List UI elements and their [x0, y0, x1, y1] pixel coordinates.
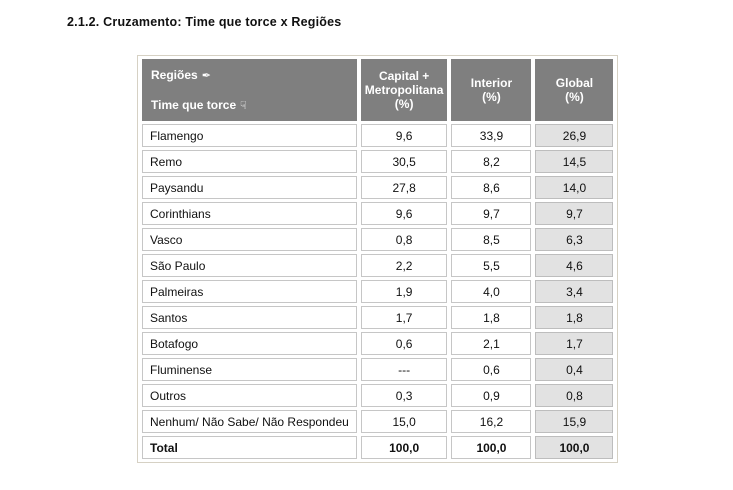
column-header-unit: (%) [565, 90, 584, 104]
column-header-text: Global [555, 76, 594, 90]
table-row: Outros 0,3 0,9 0,8 [142, 384, 614, 407]
column-header-unit: (%) [394, 97, 414, 111]
interior-value: 0,9 [451, 384, 532, 407]
row-variable-text: Time que torce [151, 98, 237, 112]
global-value: 14,5 [535, 150, 614, 173]
table-row: Botafogo 0,6 2,1 1,7 [142, 332, 614, 355]
table-row: Palmeiras 1,9 4,0 3,4 [142, 280, 614, 303]
interior-value: 8,5 [451, 228, 532, 251]
team-label: Fluminense [142, 358, 357, 381]
team-label: Vasco [142, 228, 357, 251]
table-row: Nenhum/ Não Sabe/ Não Respondeu 15,0 16,… [142, 410, 614, 433]
global-value: 3,4 [535, 280, 614, 303]
column-header-global: Global (%) [535, 59, 614, 121]
total-interior-value: 100,0 [451, 436, 532, 459]
column-header-unit: (%) [482, 90, 501, 104]
total-row: Total 100,0 100,0 100,0 [142, 436, 614, 459]
table-row: Fluminense --- 0,6 0,4 [142, 358, 614, 381]
interior-value: 4,0 [451, 280, 532, 303]
team-label: Remo [142, 150, 357, 173]
interior-value: 5,5 [451, 254, 532, 277]
interior-value: 0,6 [451, 358, 532, 381]
interior-value: 16,2 [451, 410, 532, 433]
crosstab-table: Regiões ✒ Time que torce ☟ Capital + Metro… [137, 55, 619, 463]
interior-value: 9,7 [451, 202, 532, 225]
global-value: 4,6 [535, 254, 614, 277]
interior-value: 8,6 [451, 176, 532, 199]
column-header-text: Interior [470, 76, 513, 90]
column-header-text: Capital + Metropolitana [364, 69, 444, 97]
table-row: Flamengo 9,6 33,9 26,9 [142, 124, 614, 147]
capital-value: 30,5 [360, 150, 448, 173]
crosstab-corner-header: Regiões ✒ Time que torce ☟ [142, 59, 357, 121]
team-label: São Paulo [142, 254, 357, 277]
global-value: 1,8 [535, 306, 614, 329]
team-label: Flamengo [142, 124, 357, 147]
row-variable-label: Time que torce ☟ [151, 98, 348, 112]
capital-value: 15,0 [360, 410, 448, 433]
column-variable-text: Regiões [151, 68, 198, 82]
team-label: Nenhum/ Não Sabe/ Não Respondeu [142, 410, 357, 433]
capital-value: 1,7 [360, 306, 448, 329]
capital-value: --- [360, 358, 448, 381]
total-label: Total [142, 436, 357, 459]
total-capital-value: 100,0 [360, 436, 448, 459]
global-value: 14,0 [535, 176, 614, 199]
pen-right-icon: ✒ [201, 70, 211, 82]
global-value: 15,9 [535, 410, 614, 433]
team-label: Outros [142, 384, 357, 407]
interior-value: 1,8 [451, 306, 532, 329]
down-pointing-hand-icon: ☟ [240, 100, 247, 112]
table-row: Santos 1,7 1,8 1,8 [142, 306, 614, 329]
team-label: Palmeiras [142, 280, 357, 303]
table-row: Vasco 0,8 8,5 6,3 [142, 228, 614, 251]
table-row: Corinthians 9,6 9,7 9,7 [142, 202, 614, 225]
table-row: Paysandu 27,8 8,6 14,0 [142, 176, 614, 199]
interior-value: 8,2 [451, 150, 532, 173]
capital-value: 2,2 [360, 254, 448, 277]
global-value: 9,7 [535, 202, 614, 225]
interior-value: 2,1 [451, 332, 532, 355]
capital-value: 9,6 [360, 202, 448, 225]
column-header-capital-metropolitana: Capital + Metropolitana (%) [360, 59, 448, 121]
global-value: 1,7 [535, 332, 614, 355]
section-title: 2.1.2. Cruzamento: Time que torce x Regi… [67, 15, 342, 29]
global-value: 0,8 [535, 384, 614, 407]
team-label: Botafogo [142, 332, 357, 355]
table-row: Remo 30,5 8,2 14,5 [142, 150, 614, 173]
global-value: 26,9 [535, 124, 614, 147]
global-value: 6,3 [535, 228, 614, 251]
capital-value: 0,3 [360, 384, 448, 407]
column-variable-label: Regiões ✒ [151, 68, 348, 82]
capital-value: 1,9 [360, 280, 448, 303]
team-label: Corinthians [142, 202, 357, 225]
global-value: 0,4 [535, 358, 614, 381]
capital-value: 27,8 [360, 176, 448, 199]
capital-value: 0,6 [360, 332, 448, 355]
interior-value: 33,9 [451, 124, 532, 147]
capital-value: 9,6 [360, 124, 448, 147]
capital-value: 0,8 [360, 228, 448, 251]
table-row: São Paulo 2,2 5,5 4,6 [142, 254, 614, 277]
header-row: Regiões ✒ Time que torce ☟ Capital + Metro… [142, 59, 614, 121]
team-label: Santos [142, 306, 357, 329]
total-global-value: 100,0 [535, 436, 614, 459]
team-label: Paysandu [142, 176, 357, 199]
column-header-interior: Interior (%) [451, 59, 532, 121]
